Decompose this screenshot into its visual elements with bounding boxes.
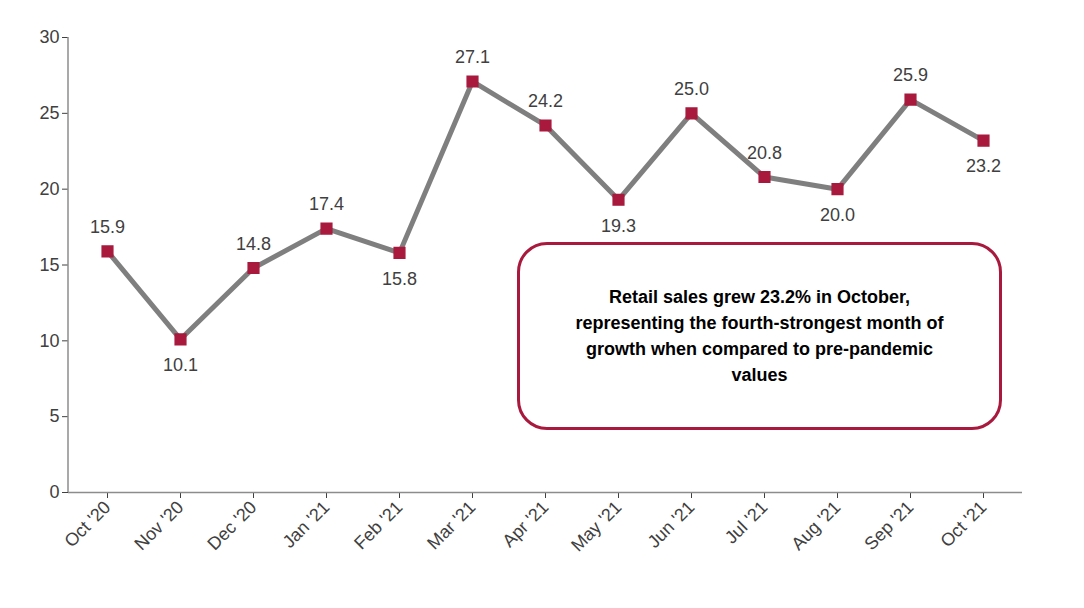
- svg-text:15.9: 15.9: [90, 217, 125, 237]
- svg-text:May '21: May '21: [567, 497, 625, 555]
- svg-text:10: 10: [39, 331, 59, 351]
- svg-text:27.1: 27.1: [455, 47, 490, 67]
- svg-text:Aug '21: Aug '21: [787, 497, 844, 554]
- svg-text:15.8: 15.8: [382, 269, 417, 289]
- svg-text:17.4: 17.4: [309, 194, 344, 214]
- svg-text:Oct '20: Oct '20: [60, 497, 114, 551]
- svg-text:10.1: 10.1: [163, 355, 198, 375]
- svg-text:20: 20: [39, 179, 59, 199]
- svg-text:Feb '21: Feb '21: [350, 497, 406, 553]
- svg-text:5: 5: [49, 406, 59, 426]
- svg-text:Jul '21: Jul '21: [721, 497, 772, 548]
- svg-text:Jan '21: Jan '21: [279, 497, 334, 552]
- svg-text:25.9: 25.9: [893, 65, 928, 85]
- svg-text:Nov '20: Nov '20: [131, 497, 188, 554]
- svg-text:23.2: 23.2: [966, 156, 1001, 176]
- html-text:Retail sales grew 23.2% in Oct: Retail sales grew 23.2% in October, repr…: [575, 286, 944, 386]
- svg-text:30: 30: [39, 27, 59, 47]
- svg-text:25: 25: [39, 103, 59, 123]
- svg-text:Sep '21: Sep '21: [860, 497, 917, 554]
- svg-text:19.3: 19.3: [601, 216, 636, 236]
- svg-text:Apr '21: Apr '21: [498, 497, 552, 551]
- svg-text:15: 15: [39, 255, 59, 275]
- svg-text:Jun '21: Jun '21: [644, 497, 699, 552]
- svg-text:Mar '21: Mar '21: [423, 497, 479, 553]
- svg-text:Oct '21: Oct '21: [936, 497, 990, 551]
- svg-text:25.0: 25.0: [674, 79, 709, 99]
- svg-text:0: 0: [49, 482, 59, 502]
- svg-text:20.8: 20.8: [747, 143, 782, 163]
- svg-text:Dec '20: Dec '20: [204, 497, 261, 554]
- svg-text:24.2: 24.2: [528, 91, 563, 111]
- svg-text:14.8: 14.8: [236, 234, 271, 254]
- svg-text:20.0: 20.0: [820, 205, 855, 225]
